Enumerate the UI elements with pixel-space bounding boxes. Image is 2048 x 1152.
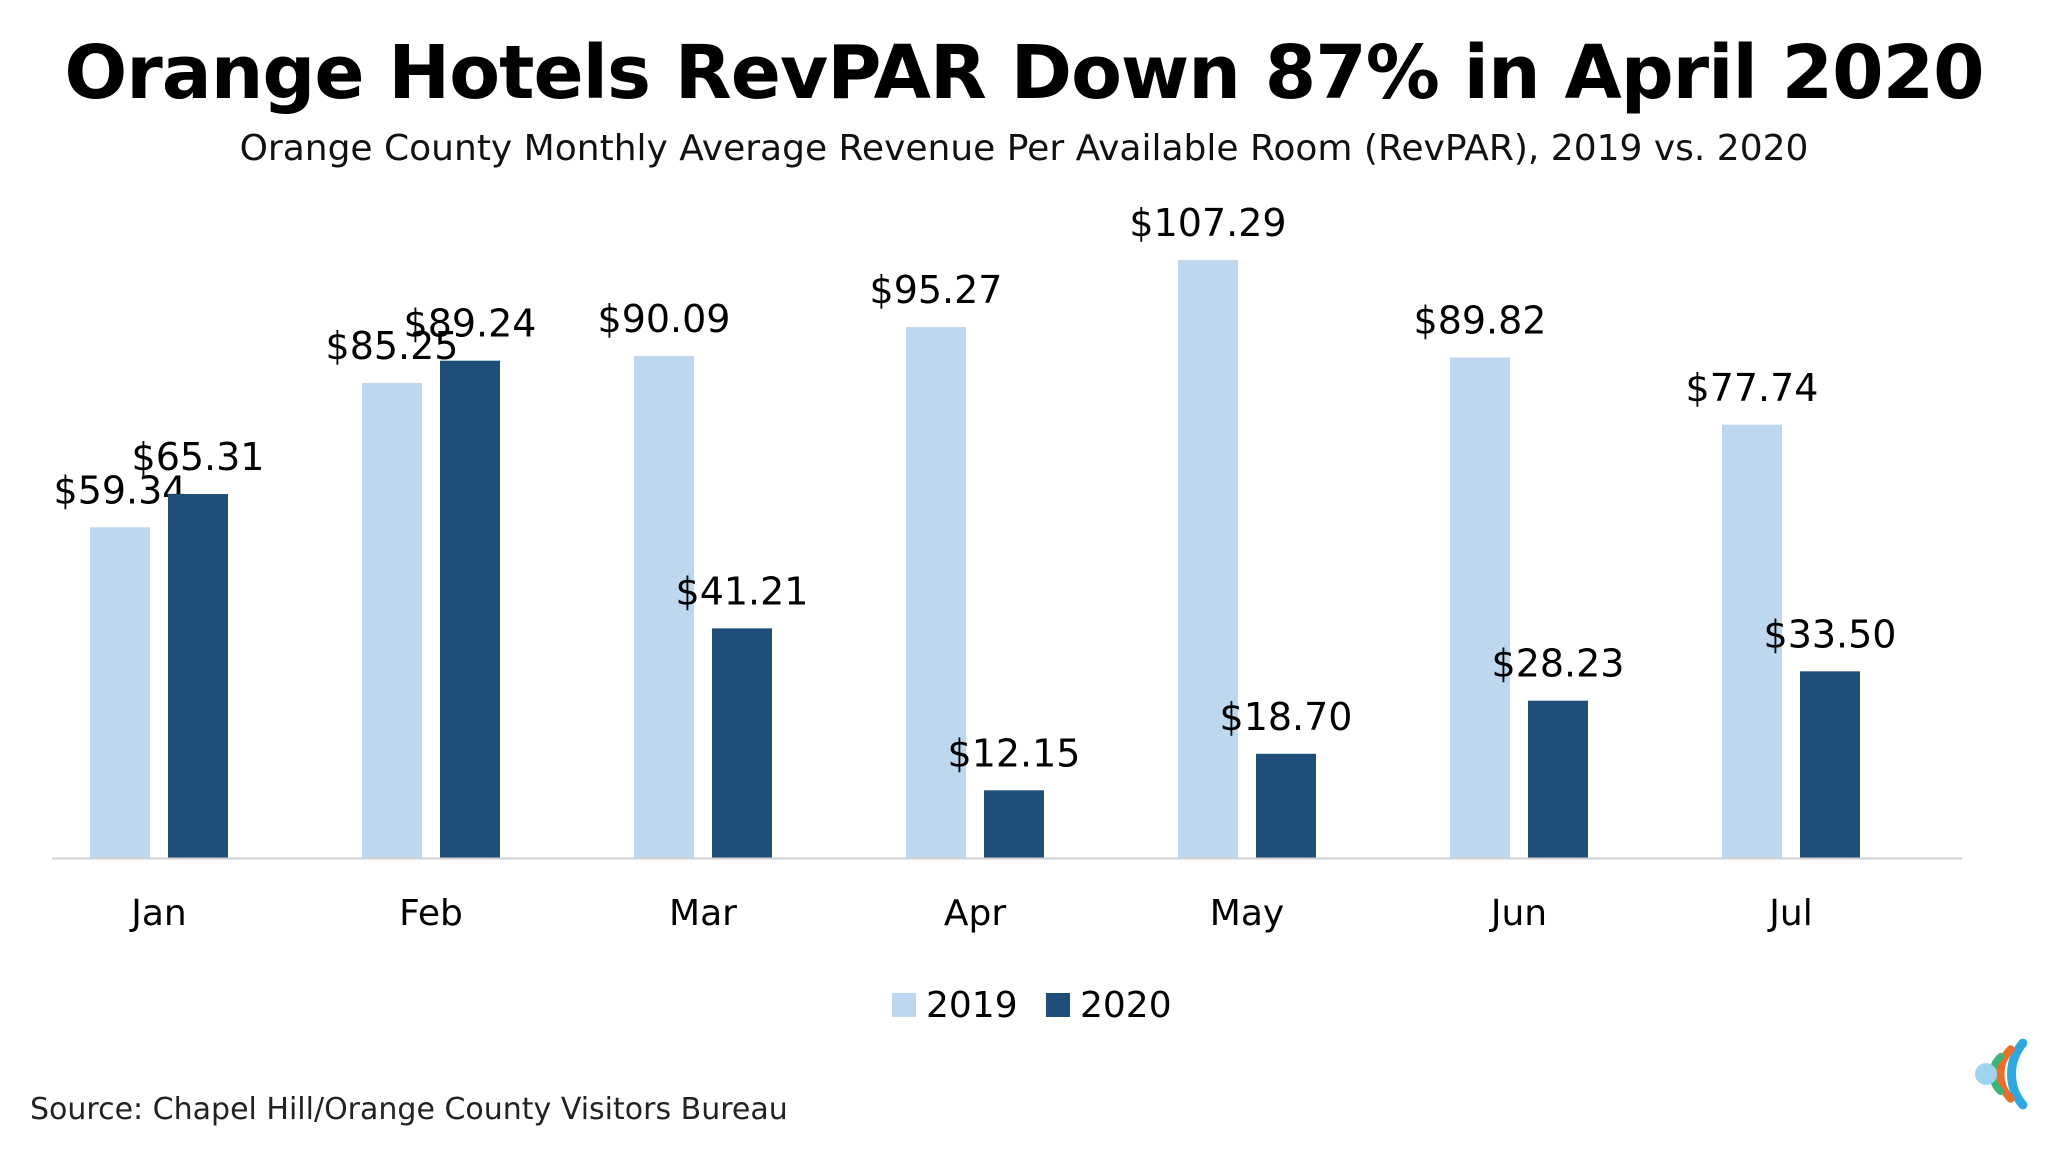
bar-2020-apr <box>984 790 1044 858</box>
bar-2020-jul <box>1800 671 1860 858</box>
x-tick-label-jan: Jan <box>129 893 187 934</box>
bar-2019-feb <box>362 382 422 858</box>
x-tick-label-mar: Mar <box>669 893 737 934</box>
x-tick-label-apr: Apr <box>944 893 1006 934</box>
chart-title: Orange Hotels RevPAR Down 87% in April 2… <box>64 30 1984 116</box>
data-label-2019-jun: $89.82 <box>1414 298 1547 342</box>
data-label-2020-jul: $33.50 <box>1764 612 1897 656</box>
bar-2019-may <box>1178 260 1238 859</box>
data-label-2019-jul: $77.74 <box>1686 366 1819 410</box>
bar-2019-jul <box>1722 424 1782 858</box>
concentric-c-logo-icon <box>1975 1038 2028 1110</box>
data-label-2020-apr: $12.15 <box>948 731 1081 775</box>
x-tick-label-jul: Jul <box>1767 893 1812 934</box>
bar-2019-jan <box>90 527 150 858</box>
data-label-2020-jan: $65.31 <box>132 435 265 479</box>
legend-swatch-2020 <box>1046 993 1070 1017</box>
bar-2019-mar <box>634 355 694 858</box>
legend-swatch-2019 <box>892 993 916 1017</box>
x-tick-label-may: May <box>1210 893 1284 934</box>
data-label-2019-feb: $85.25 <box>326 324 459 368</box>
data-label-2020-may: $18.70 <box>1220 695 1353 739</box>
x-tick-label-jun: Jun <box>1489 893 1547 934</box>
bar-2020-jun <box>1528 700 1588 858</box>
legend-label-2019: 2019 <box>926 985 1018 1026</box>
source-note: Source: Chapel Hill/Orange County Visito… <box>30 1092 788 1127</box>
bar-2019-apr <box>906 327 966 858</box>
data-label-2019-jan: $59.34 <box>54 468 187 512</box>
bar-2020-feb <box>440 360 500 858</box>
x-tick-label-feb: Feb <box>399 893 463 934</box>
bar-2020-jan <box>168 494 228 858</box>
bar-2020-mar <box>712 628 772 858</box>
bar-2019-jun <box>1450 357 1510 858</box>
data-label-2019-mar: $90.09 <box>598 297 731 341</box>
data-label-2019-apr: $95.27 <box>870 268 1003 312</box>
data-label-2020-jun: $28.23 <box>1492 642 1625 686</box>
data-label-2020-mar: $41.21 <box>676 569 809 613</box>
legend-label-2020: 2020 <box>1080 985 1172 1026</box>
bar-2020-may <box>1256 753 1316 858</box>
data-label-2019-may: $107.29 <box>1129 201 1286 245</box>
data-label-2020-feb: $89.24 <box>404 302 537 346</box>
chart-subtitle: Orange County Monthly Average Revenue Pe… <box>239 128 1809 169</box>
